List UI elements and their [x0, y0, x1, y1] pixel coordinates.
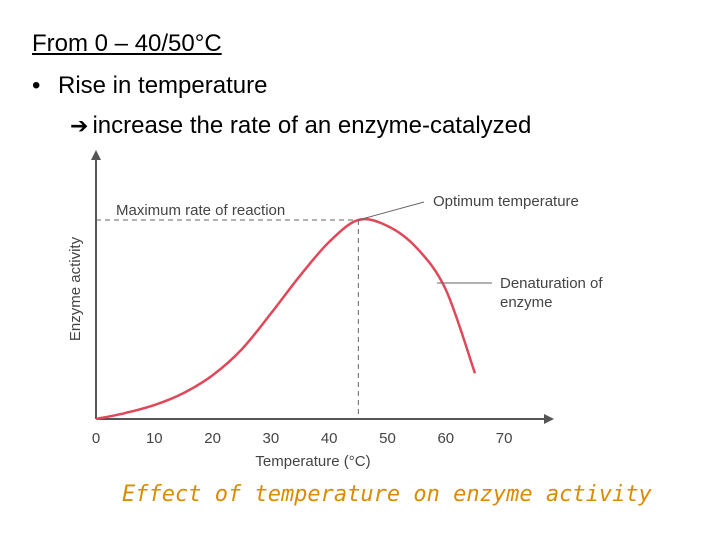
- x-tick-label: 10: [146, 430, 163, 447]
- annotation-denaturation-line2: enzyme: [500, 294, 553, 311]
- arrow-right-icon: ➔: [70, 114, 89, 139]
- annotation-maximum-rate: Maximum rate of reaction: [116, 202, 285, 219]
- x-tick-label: 0: [92, 430, 100, 447]
- sub-bullet-text: increase the rate of an enzyme-catalyzed: [92, 112, 532, 139]
- slide-heading: From 0 – 40/50°C: [32, 30, 222, 57]
- x-tick-label: 70: [496, 430, 513, 447]
- annotation-optimum-temperature: Optimum temperature: [433, 193, 579, 210]
- enzyme-activity-curve: [95, 217, 477, 421]
- bullet-line: • Rise in temperature: [32, 72, 267, 100]
- y-axis-label: Enzyme activity: [67, 236, 84, 341]
- chart-caption: Effect of temperature on enzyme activity: [122, 482, 652, 507]
- optimum-leader-line: [358, 201, 425, 221]
- bullet-text: Rise in temperature: [58, 72, 268, 99]
- bullet-icon: •: [32, 72, 41, 99]
- sub-bullet-line: ➔ increase the rate of an enzyme-catalyze…: [70, 112, 531, 140]
- x-tick-label: 60: [437, 430, 454, 447]
- x-tick-label: 30: [263, 430, 280, 447]
- x-tick-label: 20: [204, 430, 221, 447]
- x-axis-label: Temperature (°C): [255, 453, 370, 470]
- x-tick-label: 50: [379, 430, 396, 447]
- annotation-denaturation-line1: Denaturation of: [500, 275, 603, 292]
- x-tick-label: 40: [321, 430, 338, 447]
